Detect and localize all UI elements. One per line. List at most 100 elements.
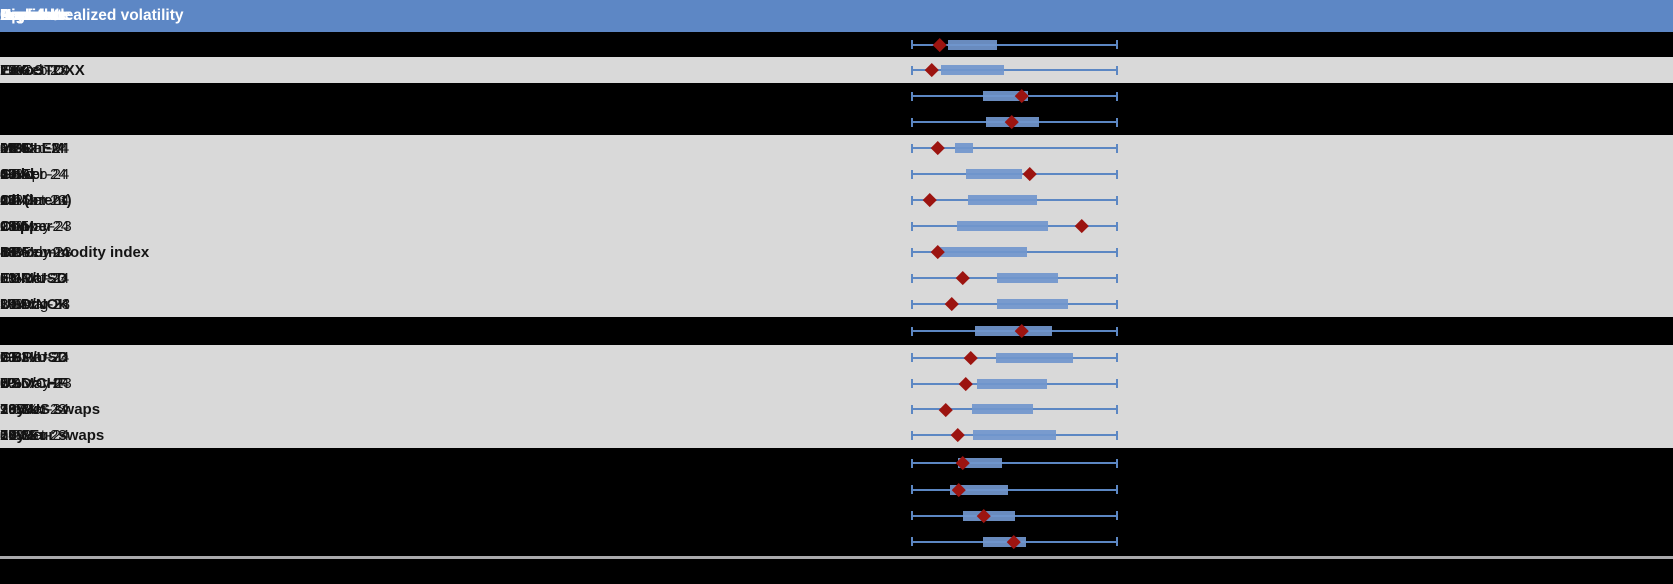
boxplot-range-box — [997, 299, 1068, 309]
cell-high-date: 14-Aug-23 — [0, 295, 71, 313]
bottom-divider — [0, 556, 1673, 559]
cell-current: 10% — [0, 295, 31, 313]
boxplot-range-box — [974, 326, 1052, 336]
column-header-low-date: Low date — [0, 7, 68, 24]
boxplot-range-box — [972, 404, 1033, 415]
cell-implied: 0.82x — [0, 165, 37, 183]
cell-downside: 2% — [0, 191, 22, 209]
cell-high: 41% — [0, 191, 31, 209]
boxplot-current-marker — [933, 37, 947, 52]
table-header-row: Asset Current Low Low date High High dat… — [0, 0, 1673, 32]
cell-high: 8% — [0, 269, 22, 287]
cell-high-date: 15-Apr-24 — [0, 165, 67, 183]
cell-high: 135% — [0, 400, 39, 418]
cell-high-date: 10-May-23 — [0, 375, 72, 393]
cell-high: 19% — [0, 61, 31, 79]
table-row: MSCI EM 14% 11% 28-Mar-24 32% 26-Jan-24 18% 3% 0… — [0, 135, 1673, 161]
cell-low-date: 01-Mar-24 — [0, 217, 70, 235]
column-header-high: High — [0, 7, 35, 24]
cell-downside: 8% — [0, 426, 22, 444]
cell-low: 74% — [0, 426, 31, 444]
cell-implied: 0.94x — [0, 191, 37, 209]
cell-downside: 1% — [0, 295, 22, 313]
boxplot-whisker-line — [912, 488, 1117, 491]
cell-low: 22% — [0, 191, 31, 209]
cell-downside: 1% — [0, 243, 22, 261]
cell-implied: 1.03x — [0, 400, 37, 418]
cell-asset: Copper — [0, 217, 53, 235]
cell-low-date: 13-Mar-24 — [0, 349, 70, 367]
boxplot-cap-left — [911, 221, 913, 231]
cell-current: 82% — [0, 426, 31, 444]
cell-high-date: 13-Oct-23 — [0, 191, 67, 209]
boxplot-range-box — [976, 378, 1048, 389]
boxplot-cap-right — [1116, 273, 1118, 283]
cell-low: 5% — [0, 269, 22, 287]
cell-current: 6% — [0, 269, 22, 287]
table-row: EuroSTOXX 13% 12% 27-Feb-24 19% 20-Oct-23 7% 1%… — [0, 57, 1673, 83]
boxplot-cap-left — [911, 117, 913, 127]
boxplot-range-box — [996, 352, 1073, 363]
cell-high-date: 20-Oct-23 — [0, 269, 67, 287]
table-row: BB commodity index 14% 13% 16-Feb-24 18% 31-M… — [0, 239, 1673, 265]
cell-current: 99% — [0, 400, 31, 418]
cell-downside: 7% — [0, 400, 22, 418]
cell-upside: 2% — [0, 269, 22, 287]
boxplot-range-box — [955, 143, 974, 153]
boxplot-cap-right — [1116, 430, 1118, 440]
boxplot-cap-right — [1116, 404, 1118, 414]
boxplot-cap-left — [911, 404, 913, 414]
column-header-upside: Upside — [0, 7, 52, 24]
cell-high: 109% — [0, 426, 39, 444]
boxplot-cap-left — [911, 273, 913, 283]
cell-low-date: 28-Mar-24 — [0, 139, 70, 157]
boxplot-cap-left — [911, 195, 913, 205]
cell-low-date: 28-Mar-24 — [0, 426, 70, 444]
cell-upside: 7% — [0, 61, 22, 79]
cell-low-date: 13-Mar-24 — [0, 375, 70, 393]
cell-asset: Oil (brent) — [0, 191, 72, 209]
cell-asset: EuroSTOXX — [0, 61, 85, 79]
cell-high: 17% — [0, 165, 31, 183]
boxplot-cap-left — [911, 40, 913, 49]
boxplot-whisker-line — [912, 69, 1117, 71]
table-row: USD/CHF 7% 6% 13-Mar-24 8% 10-May-23 2% 1% 0.96x — [0, 370, 1673, 397]
cell-asset: GBP/USD — [0, 349, 69, 367]
boxplot-cap-right — [1116, 326, 1118, 336]
cell-low: 93% — [0, 400, 31, 418]
cell-asset: Gold — [0, 165, 35, 183]
cell-asset: 10y Eur swaps — [0, 426, 105, 444]
cell-implied: 1.00x — [0, 61, 37, 79]
cell-asset: USD/NOK — [0, 295, 70, 313]
boxplot-cap-right — [1116, 379, 1118, 389]
cell-asset: MSCI EM — [0, 139, 65, 157]
boxplot-cap-right — [1116, 195, 1118, 205]
cell-high: 18% — [0, 243, 31, 261]
cell-low-date: 13-Mar-24 — [0, 269, 70, 287]
boxplot-cap-left — [911, 247, 913, 257]
cell-upside: 3% — [0, 165, 22, 183]
boxplot-range-box — [948, 39, 998, 50]
cell-high: 32% — [0, 139, 31, 157]
boxplot-cap-left — [911, 326, 913, 336]
cell-low-date: 28-Mar-24 — [0, 400, 70, 418]
cell-low-date: 27-Mar-24 — [0, 191, 70, 209]
cell-implied: 1.01x — [0, 295, 37, 313]
boxplot-range-box — [982, 91, 1029, 101]
cell-high: 9% — [0, 349, 22, 367]
cell-low: 10% — [0, 295, 31, 313]
boxplot-cap-left — [911, 65, 913, 75]
table-row: Copper 24% 15% 01-Mar-24 26% 25-May-23 2% 9% 1.0… — [0, 213, 1673, 239]
boxplot-cap-right — [1116, 91, 1118, 101]
cell-low-date: 16-Feb-24 — [0, 243, 70, 261]
cell-current: 14% — [0, 165, 31, 183]
cell-upside: 2% — [0, 217, 22, 235]
boxplot-range-box — [949, 484, 1008, 495]
cell-low: 11% — [0, 139, 29, 157]
column-header-current: Current — [0, 7, 56, 24]
boxplot-range-box — [982, 536, 1026, 547]
column-header-downside: Downside — [0, 7, 74, 24]
boxplot-cap-left — [911, 485, 913, 494]
boxplot-cap-right — [1116, 299, 1118, 309]
cell-upside: 17% — [0, 191, 31, 209]
